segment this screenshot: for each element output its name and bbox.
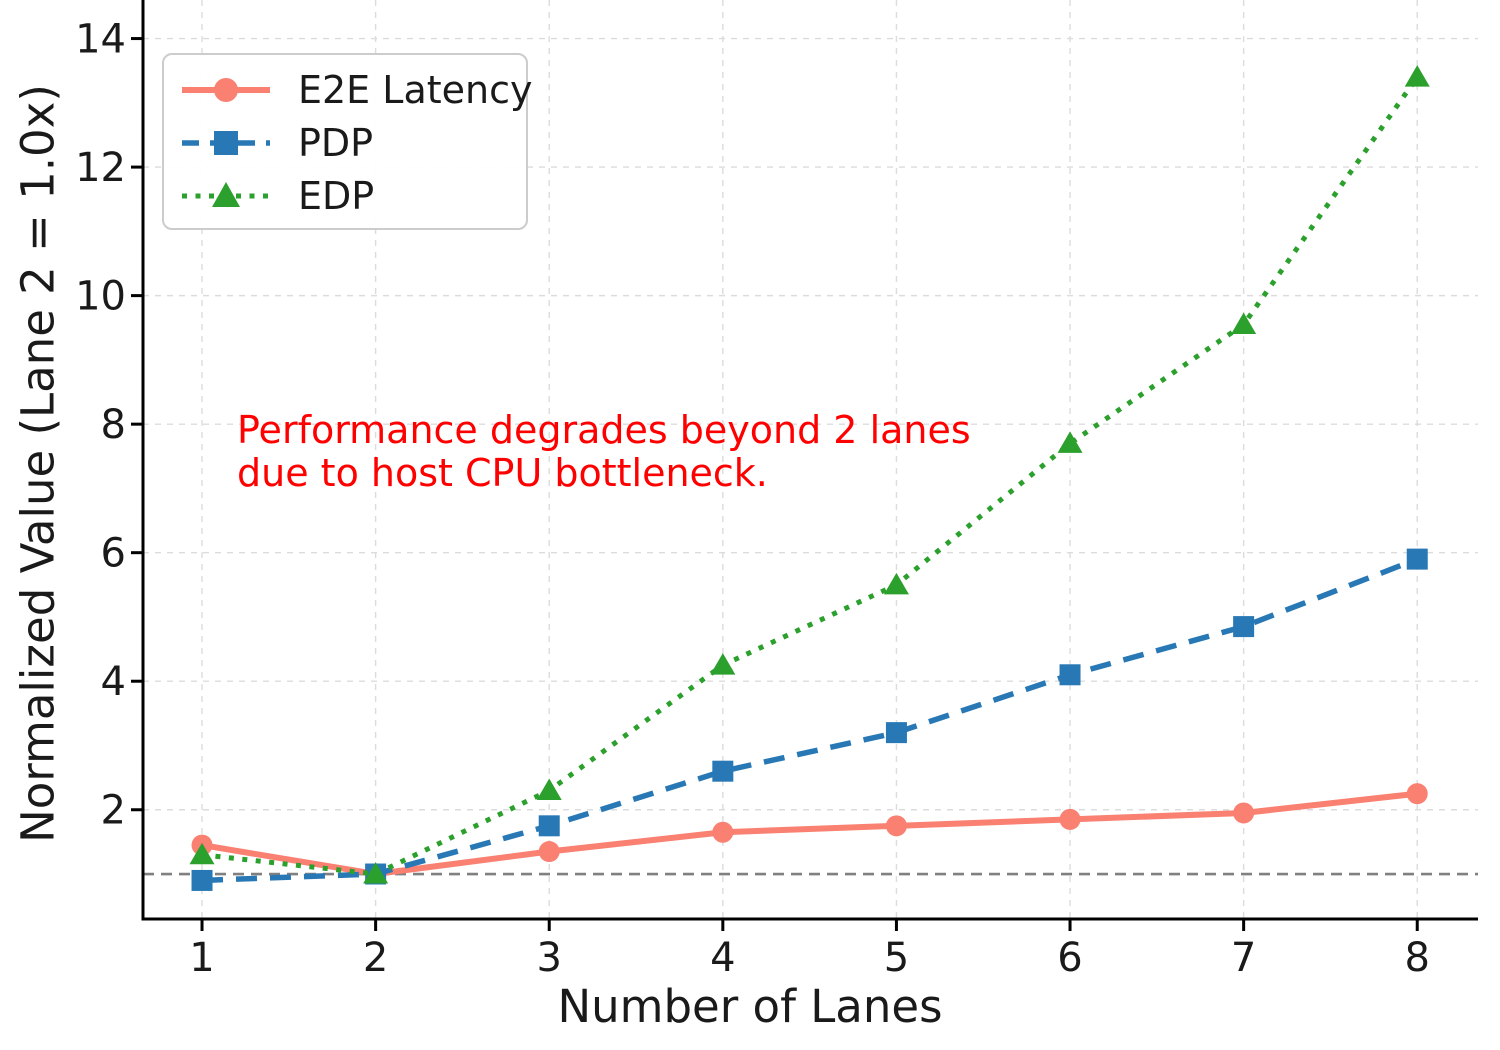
legend-line-sample-e2e	[182, 77, 270, 102]
x-tick-label: 2	[363, 935, 388, 981]
y-tick-label: 4	[101, 659, 126, 705]
x-axis-title: Number of Lanes	[557, 980, 943, 1033]
legend-line-sample-edp	[182, 181, 270, 207]
line-edp	[201, 75, 1420, 877]
x-tick-label: 6	[1057, 935, 1082, 981]
series-pdp	[191, 548, 1428, 891]
legend-item-edp: EDP	[178, 169, 526, 222]
legend-item-pdp: PDP	[178, 116, 526, 169]
x-tick-label: 7	[1231, 935, 1256, 981]
y-tick-label: 2	[101, 788, 126, 834]
y-tick-label: 8	[101, 402, 126, 448]
x-tick-label: 8	[1405, 935, 1430, 981]
legend-item-e2e-latency: E2E Latency	[178, 63, 532, 116]
legend-label: E2E Latency	[298, 67, 533, 112]
y-tick-label: 14	[75, 17, 126, 63]
legend: E2E Latency PDP EDP	[162, 53, 532, 230]
y-tick-label: 10	[75, 274, 126, 320]
x-tick-label: 4	[710, 935, 735, 981]
x-tick-label: 5	[884, 935, 909, 981]
annotation-line-2: due to host CPU bottleneck.	[237, 451, 768, 495]
y-tick-label: 6	[101, 531, 126, 577]
axes-spines	[141, 0, 1478, 921]
axis-ticks	[131, 37, 1419, 931]
legend-label: EDP	[298, 173, 375, 218]
gridlines	[143, 0, 1478, 919]
y-tick-label: 12	[75, 145, 126, 191]
series-e2e-latency	[191, 783, 1428, 885]
line-pdp	[201, 556, 1419, 884]
x-tick-label: 3	[537, 935, 562, 981]
series-edp	[189, 65, 1430, 884]
annotation-line-1: Performance degrades beyond 2 lanes	[237, 408, 971, 452]
legend-line-sample-pdp	[182, 130, 270, 155]
x-tick-label: 1	[189, 935, 214, 981]
annotation-text: Performance degrades beyond 2 lanes due …	[237, 409, 971, 495]
legend-label: PDP	[298, 120, 374, 165]
y-axis-title: Normalized Value (Lane 2 = 1.0x)	[11, 84, 65, 843]
line-e2e-latency	[201, 790, 1418, 878]
